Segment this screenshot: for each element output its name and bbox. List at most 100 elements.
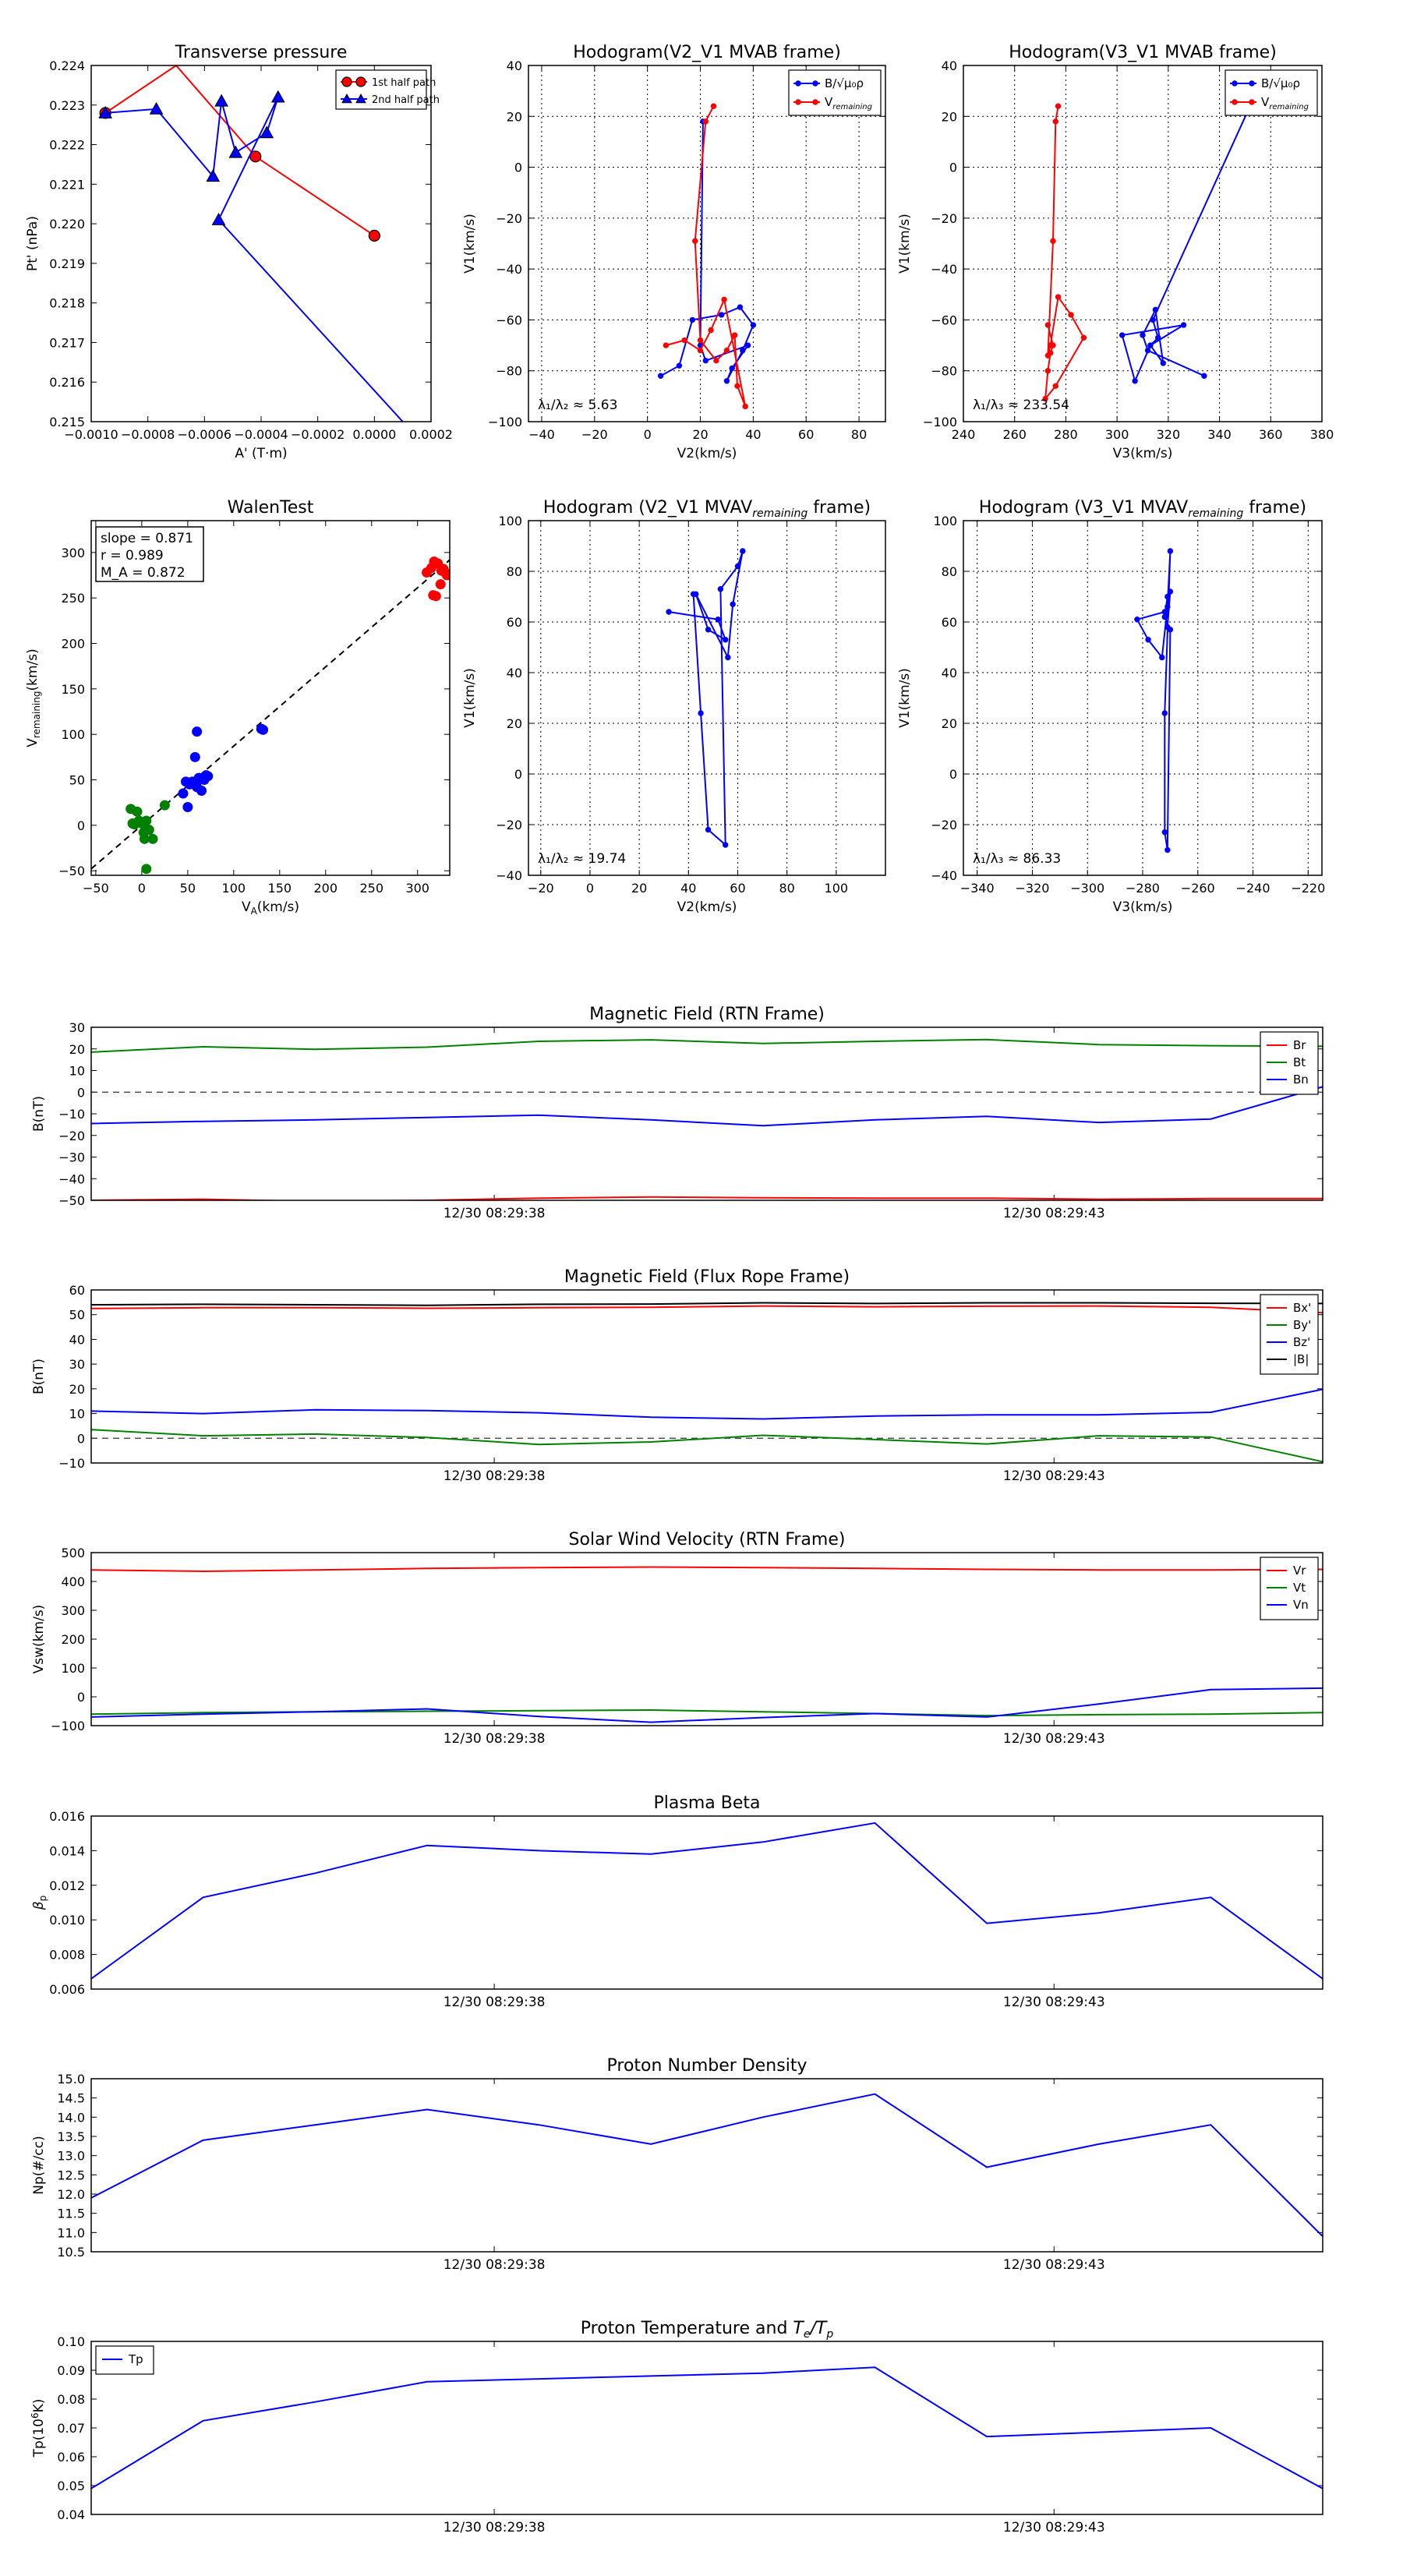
x-tick-label: 40	[680, 881, 696, 896]
data-point	[697, 347, 704, 354]
legend-label: B/√μ₀ρ	[1261, 76, 1300, 90]
x-tick-label: 150	[268, 881, 292, 896]
x-tick-label: −0.0006	[178, 427, 231, 442]
y-tick-label: 30	[69, 1020, 85, 1035]
data-point	[744, 342, 751, 348]
x-tick-label: −0.0010	[64, 427, 118, 442]
y-tick-label: −20	[496, 211, 522, 226]
data-point	[663, 342, 670, 348]
y-tick-label: 0	[514, 161, 522, 175]
y-tick-label: −40	[496, 868, 522, 883]
data-point	[718, 312, 725, 318]
data-point	[1140, 332, 1146, 338]
y-tick-label: 200	[61, 637, 85, 652]
legend-label: Vremaining	[1261, 95, 1309, 111]
y-axis-label-suffix: K)	[31, 2399, 47, 2413]
eigenvalue-ratio: λ₁/λ₂ ≈ 5.63	[538, 398, 617, 413]
legend-label: By'	[1293, 1318, 1311, 1332]
y-tick-label: −50	[58, 864, 85, 878]
plot-frame	[90, 1289, 1323, 1464]
data-point	[708, 327, 714, 334]
legend-label: Bt	[1293, 1055, 1306, 1069]
y-tick-label: 0.217	[49, 335, 85, 350]
stats-line: r = 0.989	[101, 548, 164, 564]
y-tick-label: 20	[942, 716, 957, 731]
legend-label-sub: remaining	[1269, 103, 1309, 111]
y-tick-label: 12.0	[57, 2187, 85, 2202]
y-tick-label: 0.05	[57, 2479, 85, 2493]
legend-label: 1st half path	[372, 77, 436, 89]
y-tick-label: 200	[61, 1632, 85, 1647]
data-point	[1044, 368, 1051, 374]
series-line	[666, 105, 747, 407]
data-point	[705, 627, 712, 633]
data-point	[1150, 316, 1156, 323]
x-tick-label: 60	[798, 427, 814, 442]
data-point	[1167, 627, 1174, 633]
x-tick-label: 340	[1207, 427, 1232, 442]
y-axis-label: Pt' (nPa)	[25, 216, 41, 271]
chart-title: Magnetic Field (RTN Frame)	[589, 1005, 825, 1024]
x-tick-label: 80	[779, 881, 794, 896]
y-tick-label: −20	[58, 1129, 85, 1143]
scatter-point	[192, 726, 203, 737]
legend-label: |B|	[1293, 1352, 1309, 1366]
y-axis-label-sup: 6	[30, 2412, 41, 2419]
series-line-Vr	[91, 1566, 1323, 1573]
scatter-point	[127, 818, 138, 829]
x-tick-label: 300	[405, 881, 429, 896]
chart-title-suffix: frame)	[1243, 498, 1306, 518]
x-tick-label: 0	[138, 881, 146, 896]
legend-swatch-marker	[795, 99, 801, 105]
plot-area	[91, 2366, 1323, 2489]
data-point	[734, 563, 741, 570]
x-tick-label: 100	[825, 881, 849, 896]
series-line	[668, 550, 744, 847]
y-tick-label: 0.215	[49, 415, 85, 429]
x-tick-label: −300	[1070, 881, 1104, 896]
x-axis-label: V2(km/s)	[677, 446, 737, 461]
chart-title: Magnetic Field (Flux Rope Frame)	[564, 1267, 850, 1287]
y-tick-label: −40	[931, 262, 957, 277]
data-point	[1052, 118, 1058, 125]
legend-label: Bn	[1293, 1072, 1309, 1087]
x-tick-label: 200	[313, 881, 337, 896]
chart-title: Plasma Beta	[654, 1793, 761, 1813]
data-point	[715, 617, 721, 623]
data-point	[368, 229, 380, 242]
legend-swatch-marker	[795, 80, 801, 87]
series-line-Bx	[91, 1305, 1323, 1314]
chart-title: Solar Wind Velocity (RTN Frame)	[569, 1530, 846, 1549]
y-tick-label: 400	[61, 1574, 85, 1589]
y-tick-label: 0.008	[49, 1948, 85, 1963]
x-tick-label: 50	[180, 881, 196, 896]
y-tick-label: 0	[949, 767, 957, 782]
y-tick-label: 20	[507, 109, 522, 124]
y-tick-label: 0.222	[49, 138, 85, 153]
y-tick-label: 40	[942, 58, 957, 73]
data-point	[702, 357, 709, 364]
x-tick-label: 20	[631, 881, 647, 896]
plot-frame	[90, 520, 451, 876]
scatter-point	[159, 800, 170, 811]
data-point	[214, 94, 228, 107]
x-tick-label: 12/30 08:29:38	[444, 1731, 546, 1747]
legend-label-main: B/√μ₀ρ	[825, 76, 864, 90]
y-tick-label: 0.08	[57, 2392, 85, 2407]
x-tick-label: −20	[581, 427, 608, 442]
x-tick-label: −20	[528, 881, 554, 896]
data-point	[1042, 395, 1048, 402]
x-tick-label: 280	[1054, 427, 1078, 442]
y-axis-label: Vremaining(km/s)	[25, 648, 42, 747]
data-point	[705, 826, 712, 833]
x-tick-label: 20	[692, 427, 708, 442]
data-point	[1050, 238, 1056, 244]
legend-label: 2nd half path	[372, 94, 440, 106]
y-tick-label: 150	[61, 682, 85, 697]
chart-title: Hodogram (V2_V1 MVAVremaining frame)	[543, 498, 871, 520]
x-axis-label: VA(km/s)	[242, 899, 299, 917]
y-tick-label: 0	[514, 767, 522, 782]
data-point	[731, 332, 738, 338]
plot-area	[98, 65, 404, 422]
data-point	[1055, 103, 1062, 109]
